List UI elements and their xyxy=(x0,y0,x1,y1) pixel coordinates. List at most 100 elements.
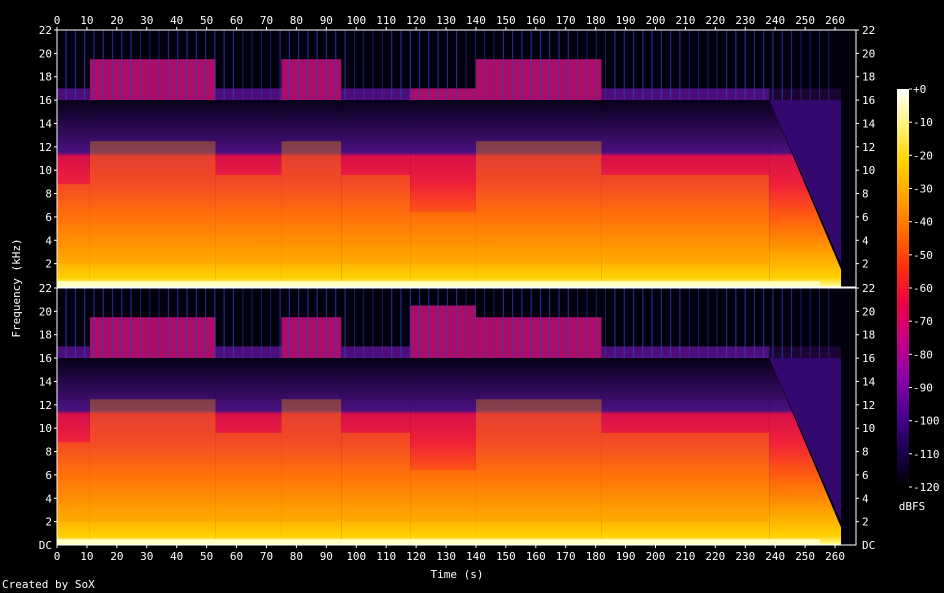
y-tick-label: 22 xyxy=(862,282,875,295)
segment-body xyxy=(281,100,342,287)
segment-body xyxy=(89,358,216,545)
x-tick-label: 240 xyxy=(765,14,785,27)
x-tick-label: 150 xyxy=(496,14,516,27)
segment-hot xyxy=(215,432,282,522)
y-tick-label: 20 xyxy=(862,47,875,60)
x-tick-label: 220 xyxy=(705,14,725,27)
y-tick-label: 12 xyxy=(862,141,875,154)
y-tick-label: 22 xyxy=(862,24,875,37)
y-tick-label-dc: DC xyxy=(39,539,52,552)
segment-body xyxy=(601,358,770,545)
y-tick-label: 10 xyxy=(39,422,52,435)
segment-body xyxy=(341,358,411,545)
segment-upper xyxy=(215,88,282,101)
segment-upper xyxy=(89,317,216,359)
x-tick-label: 240 xyxy=(765,550,785,563)
x-tick-label: 160 xyxy=(526,550,546,563)
segment-upper xyxy=(57,346,90,359)
segment-hot xyxy=(89,399,216,522)
segment-upper xyxy=(769,346,842,359)
segment-hot xyxy=(89,141,216,264)
colorbar-label: dBFS xyxy=(899,500,926,513)
x-tick-label: 210 xyxy=(675,550,695,563)
segment-hot xyxy=(57,184,90,264)
x-tick-label: 160 xyxy=(526,14,546,27)
spectrogram-channel-1 xyxy=(56,30,856,287)
segment-body xyxy=(601,100,770,287)
segment-hot xyxy=(341,432,411,522)
segment-upper xyxy=(57,88,90,101)
y-tick-label: 18 xyxy=(39,71,52,84)
segment-fade-top xyxy=(769,358,842,522)
y-tick-label-dc: DC xyxy=(862,539,875,552)
x-tick-label: 60 xyxy=(230,14,243,27)
y-tick-label: 4 xyxy=(45,492,52,505)
y-tick-label: 18 xyxy=(862,329,875,342)
y-tick-label: 14 xyxy=(39,117,53,130)
x-tick-label: 140 xyxy=(466,550,486,563)
segment-fade-top xyxy=(769,100,842,264)
x-tick-label: 70 xyxy=(260,14,273,27)
x-tick-label: 120 xyxy=(406,14,426,27)
x-tick-label: 200 xyxy=(646,14,666,27)
y-tick-label: 20 xyxy=(862,305,875,318)
spectrogram-channel-2 xyxy=(56,288,856,545)
segment-upper xyxy=(475,317,602,359)
y-tick-label: 12 xyxy=(39,141,52,154)
y-tick-label: 8 xyxy=(45,446,52,459)
dc-band xyxy=(57,281,821,287)
segment-hot xyxy=(410,212,476,264)
segment-hot xyxy=(281,141,342,264)
x-tick-label: 60 xyxy=(230,550,243,563)
y-tick-label: 18 xyxy=(862,71,875,84)
y-tick-label: 4 xyxy=(862,492,869,505)
segment-upper xyxy=(475,59,602,101)
segment-upper xyxy=(410,88,476,101)
segment-upper xyxy=(89,59,216,101)
colorbar-tick-label: -100 xyxy=(913,415,940,428)
x-axis-label: Time (s) xyxy=(431,568,484,581)
x-tick-label: 210 xyxy=(675,14,695,27)
segment-hot xyxy=(57,442,90,522)
segment-body xyxy=(281,358,342,545)
x-tick-label: 40 xyxy=(170,550,183,563)
y-tick-label: 2 xyxy=(45,258,52,271)
y-tick-label: 10 xyxy=(39,164,52,177)
segment-hot xyxy=(601,432,770,522)
colorbar-bar xyxy=(897,89,909,487)
x-tick-label: 40 xyxy=(170,14,183,27)
x-tick-label: 180 xyxy=(586,14,606,27)
y-tick-label: 2 xyxy=(45,516,52,529)
x-tick-label: 70 xyxy=(260,550,273,563)
colorbar-tick-label: -30 xyxy=(913,183,933,196)
panel-frame xyxy=(56,287,857,546)
segment-body xyxy=(410,100,476,287)
x-tick-label: 250 xyxy=(795,14,815,27)
segment-hot xyxy=(475,399,602,522)
y-tick-label: 12 xyxy=(862,399,875,412)
y-tick-label: 2 xyxy=(862,258,869,271)
colorbar-tick-label: -70 xyxy=(913,315,933,328)
x-tick-label: 80 xyxy=(290,14,303,27)
segment-upper xyxy=(601,346,770,359)
x-tick-label: 30 xyxy=(140,550,153,563)
x-tick-label: 180 xyxy=(586,550,606,563)
y-tick-label: 16 xyxy=(862,352,875,365)
segment-hot xyxy=(601,174,770,264)
panel-frame xyxy=(56,29,857,288)
y-tick-label: 20 xyxy=(39,47,52,60)
x-tick-label: 170 xyxy=(556,14,576,27)
segment-upper xyxy=(601,88,770,101)
credit-text: Created by SoX xyxy=(2,578,95,591)
segment-upper xyxy=(341,346,411,359)
y-tick-label: 2 xyxy=(862,516,869,529)
x-tick-label: 0 xyxy=(54,14,61,27)
segment-upper xyxy=(281,317,342,359)
x-tick-label: 110 xyxy=(376,550,396,563)
x-tick-label: 130 xyxy=(436,550,456,563)
y-tick-label: 10 xyxy=(862,164,875,177)
segment-body xyxy=(341,100,411,287)
x-tick-label: 110 xyxy=(376,14,396,27)
y-tick-label: 14 xyxy=(39,375,53,388)
y-axis-label: Frequency (kHz) xyxy=(10,238,23,337)
